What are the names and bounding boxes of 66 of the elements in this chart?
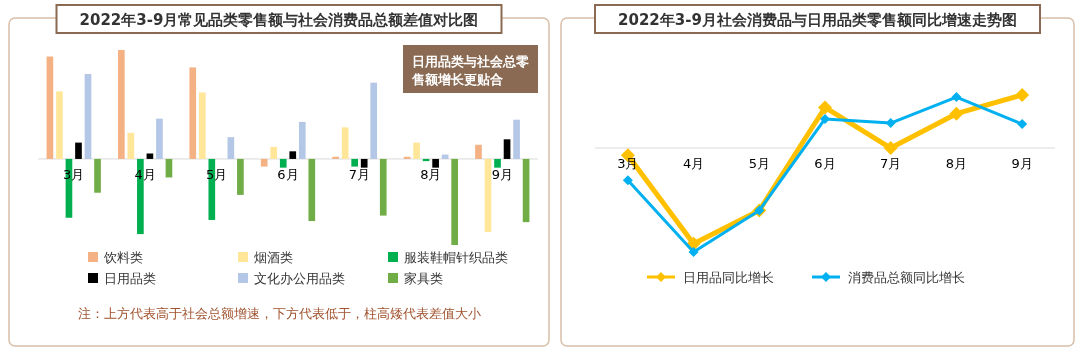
bar [341,127,349,159]
chart-title: 2022年3-9月社会消费品与日用品类零售额同比增速走势图 [618,11,1017,29]
x-tick-label: 8月 [420,166,442,182]
bar [118,50,125,159]
bar [146,153,154,159]
point [883,141,898,156]
legend-label: 消费品总额同比增长 [848,270,965,285]
bar [351,158,358,167]
bar [270,146,278,159]
bar [198,92,206,159]
bar [360,158,368,168]
bar [432,158,439,168]
bar [494,158,501,168]
bar [279,158,287,168]
x-tick-label: 4月 [682,156,705,172]
bar [289,151,297,159]
point [820,113,830,124]
bar [75,142,82,159]
bar [298,121,306,159]
bar [260,158,268,167]
legend-label: 日用品类 [104,271,156,286]
bar [475,144,482,159]
point [885,118,896,129]
x-tick-label: 6月 [814,156,836,172]
bar [379,158,387,216]
bar [46,56,54,159]
legend-label: 服装鞋帽针织品类 [404,250,508,265]
text: 注：上方代表高于社会总额增速，下方代表低于，柱高矮代表差值大小 [77,306,481,321]
x-tick-label: 9月 [1011,156,1033,172]
bar [413,142,420,159]
point [949,106,964,121]
x-tick-label: 5月 [748,156,770,172]
chart-title: 2022年3-9月常见品类零售额与社会消费品总额差值对比图 [79,11,479,29]
bar [522,158,530,223]
x-tick-label: 7月 [880,156,902,172]
annotation: 日用品类与社会总零售额增长更贴合 [411,54,529,87]
x-tick-label: 9月 [491,166,513,182]
point [622,175,633,186]
legend-label: 烟酒类 [254,250,293,265]
bar [84,73,92,159]
bar [127,132,135,159]
legend-label: 日用品同比增长 [683,270,774,285]
x-tick-label: 8月 [945,156,968,172]
legend-label: 饮料类 [103,250,143,265]
bar [451,158,458,245]
point [1015,88,1030,102]
bar [156,118,163,159]
bar [513,119,520,159]
legend-label: 家具类 [404,271,443,286]
point [951,92,962,103]
bar [308,158,316,222]
bar [370,82,378,159]
bar [237,158,244,195]
point [818,100,832,115]
point [688,247,699,257]
point [1017,119,1028,130]
bar [332,156,339,159]
legend-label: 文化办公用品类 [254,271,345,286]
bar [503,139,511,159]
bar [227,137,235,159]
bar [189,67,197,159]
bar [94,158,101,193]
x-tick-label: 7月 [348,166,371,182]
bar [484,158,492,232]
bar [56,91,63,159]
x-tick-label: 6月 [277,166,299,182]
